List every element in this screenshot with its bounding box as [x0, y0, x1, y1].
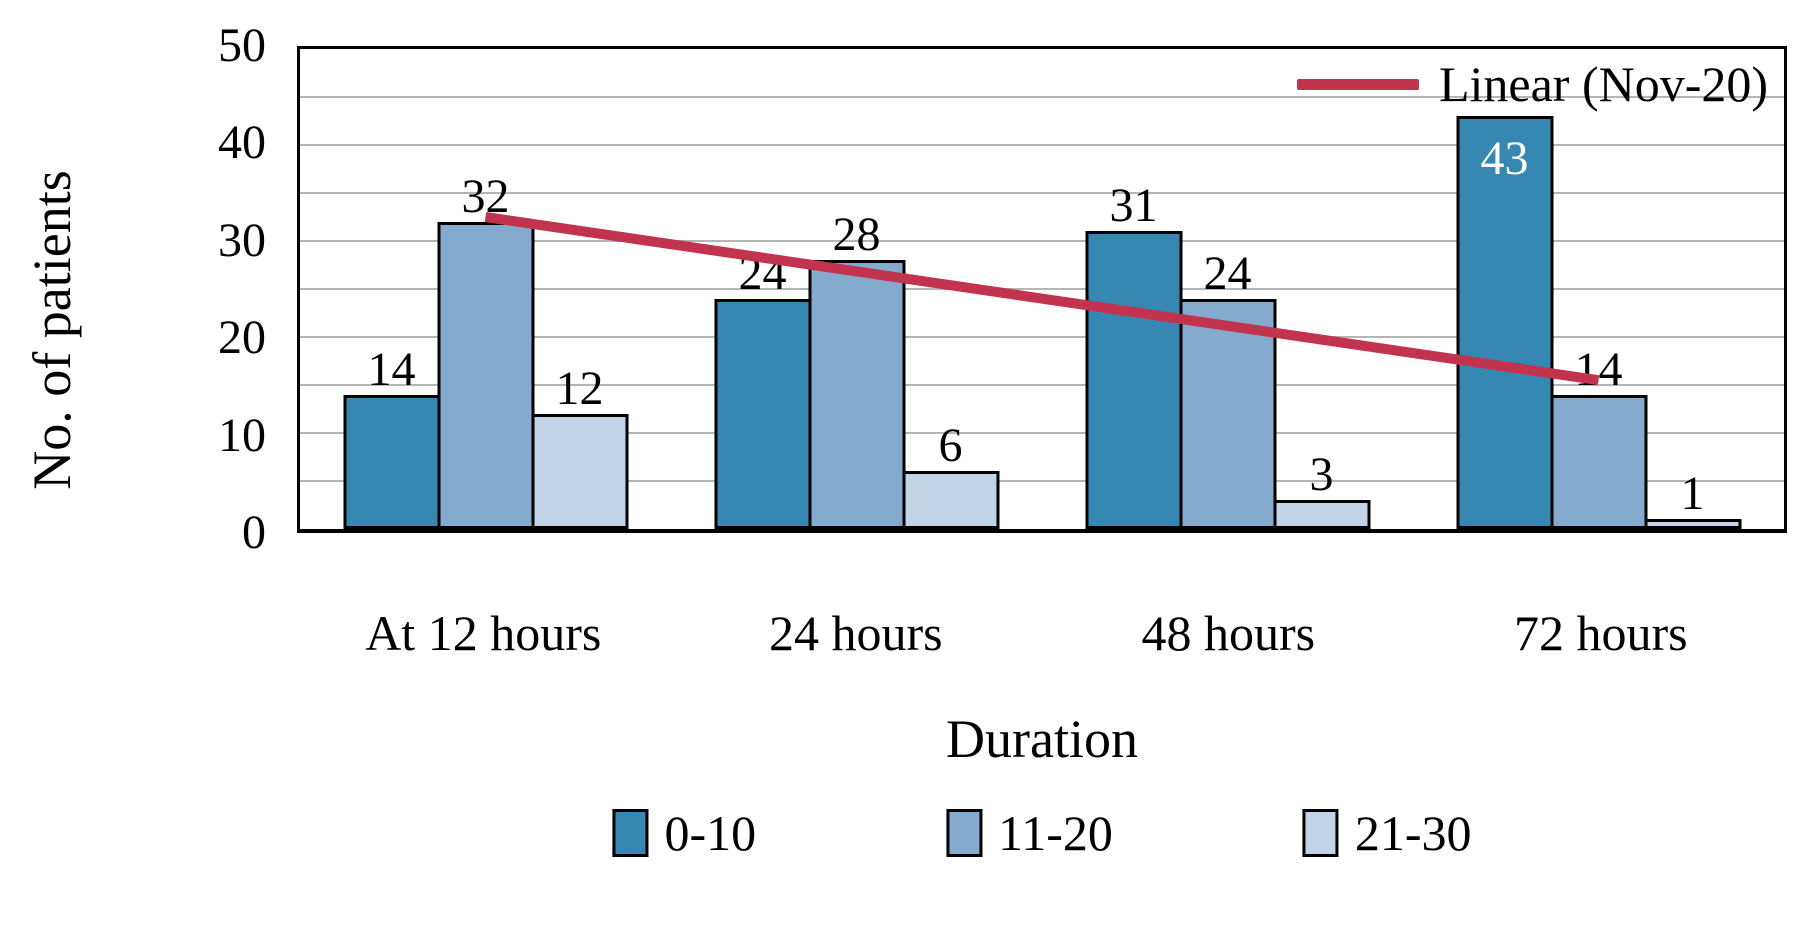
y-tick-label: 10 — [218, 408, 266, 462]
legend-swatch — [1302, 809, 1339, 857]
bar: 43 — [1456, 116, 1553, 529]
legend-item: 21-30 — [1302, 805, 1472, 861]
y-tick-label: 30 — [218, 213, 266, 267]
bar-value-label: 14 — [367, 342, 416, 396]
gridline — [300, 96, 1784, 98]
bar: 12 — [531, 364, 628, 529]
x-category-label: At 12 hours — [365, 605, 602, 661]
gridline — [300, 288, 1784, 290]
bar-value-label: 1 — [1680, 467, 1705, 521]
bar: 28 — [808, 211, 905, 529]
gridline — [300, 384, 1784, 386]
bar-value-label: 14 — [1574, 342, 1623, 396]
gridline — [300, 240, 1784, 242]
x-category-label: 24 hours — [768, 605, 943, 661]
bar-groups: 14 32 12 24 28 6 31 24 3 43 14 1 — [300, 49, 1784, 529]
gridlines — [300, 49, 1784, 529]
plot-area: 14 32 12 24 28 6 31 24 3 43 14 1 Linear (Nov-20) — [297, 46, 1787, 533]
gridline — [300, 480, 1784, 482]
trendline-label: Linear (Nov-20) — [1438, 56, 1768, 112]
gridline — [300, 144, 1784, 146]
y-tick-label: 20 — [218, 311, 266, 365]
bar: 32 — [437, 172, 534, 529]
x-category-label: 48 hours — [1141, 605, 1316, 661]
legend-swatch — [612, 809, 649, 857]
trendline-legend: Linear (Nov-20) — [1296, 56, 1768, 112]
gridline — [300, 192, 1784, 194]
gridline — [300, 432, 1784, 434]
trendline-swatch — [1296, 79, 1419, 90]
x-axis-title: Duration — [946, 709, 1138, 769]
bar: 6 — [902, 422, 999, 529]
bar-value-label: 24 — [1203, 246, 1252, 300]
legend-swatch — [946, 809, 983, 857]
bar-group: 14 32 12 — [343, 49, 628, 529]
bar: 14 — [1550, 345, 1647, 529]
y-tick-label: 50 — [218, 19, 266, 72]
trendline — [300, 49, 1784, 529]
y-tick-label: 0 — [242, 506, 266, 559]
bar-group: 43 14 1 — [1456, 49, 1741, 529]
bar-group: 31 24 3 — [1085, 49, 1370, 529]
trendline-line — [486, 217, 1599, 380]
series-legend: 0-10 11-20 21-30 — [612, 805, 1472, 861]
bar-group: 24 28 6 — [714, 49, 999, 529]
x-category-label: 72 hours — [1513, 605, 1688, 661]
bar-value-label: 28 — [832, 208, 881, 262]
legend-label: 11-20 — [998, 805, 1113, 861]
y-axis-title: No. of patients — [22, 170, 82, 490]
legend-label: 0-10 — [664, 805, 757, 861]
bar: 24 — [1179, 249, 1276, 529]
bar-value-label: 43 — [1480, 132, 1529, 186]
bar-value-label: 3 — [1309, 448, 1334, 502]
y-axis-ticks: 0 10 20 30 40 50 — [120, 22, 280, 557]
x-axis-labels: At 12 hours 24 hours 48 hours 72 hours — [297, 608, 1787, 668]
bar-value-label: 6 — [938, 419, 963, 473]
bar: 3 — [1273, 451, 1370, 529]
bar: 1 — [1644, 470, 1741, 529]
legend-item: 11-20 — [946, 808, 1113, 858]
bar-value-label: 32 — [461, 169, 510, 223]
bar-value-label: 31 — [1109, 179, 1158, 233]
bar: 14 — [343, 345, 440, 529]
legend-item: 0-10 — [612, 808, 756, 858]
gridline — [300, 336, 1784, 338]
legend-label: 21-30 — [1354, 805, 1472, 861]
bar-value-label: 12 — [555, 361, 604, 415]
y-tick-label: 40 — [218, 116, 266, 170]
